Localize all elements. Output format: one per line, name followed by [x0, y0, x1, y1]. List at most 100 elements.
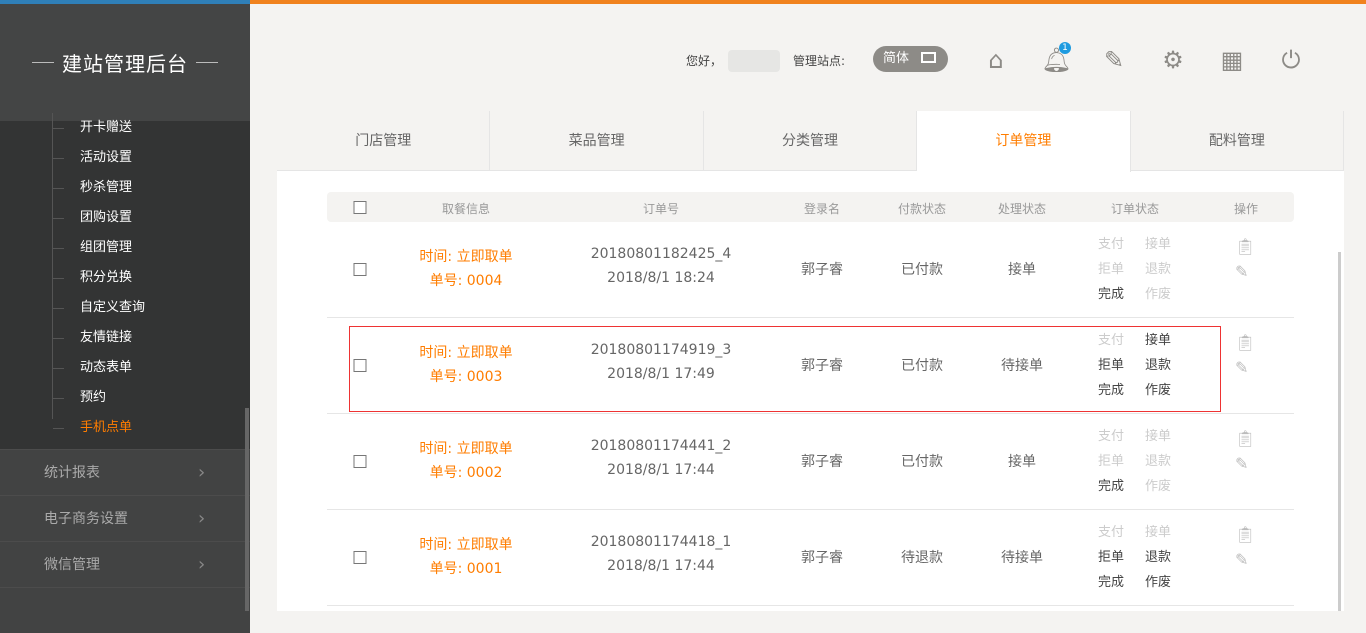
table-header: 取餐信息 订单号 登录名 付款状态 处理状态 订单状态 操作	[327, 192, 1294, 222]
clipboard-icon[interactable]: 📋︎	[1235, 525, 1256, 544]
sidebar-menu-label: 电子商务设置	[44, 511, 128, 527]
sidebar-menu-item[interactable]: 统计报表 ›	[0, 449, 250, 495]
order-action-完成[interactable]: 完成	[1098, 479, 1125, 494]
clipboard-icon[interactable]: 📋︎	[1235, 333, 1256, 352]
payment-status: 待退款	[901, 550, 943, 566]
sidebar-subitem[interactable]: 友情链接	[53, 323, 250, 353]
top-accent-bar	[0, 0, 1366, 4]
grid-icon[interactable]: ▦	[1220, 46, 1244, 74]
process-status: 接单	[1008, 454, 1036, 470]
clipboard-icon[interactable]: 📋︎	[1235, 429, 1256, 448]
pickup-time: 时间: 立即取单	[419, 441, 513, 457]
sidebar-subitem[interactable]: 开卡赠送	[53, 113, 250, 143]
order-action-拒单[interactable]: 拒单	[1098, 358, 1125, 373]
payment-status: 已付款	[901, 262, 943, 278]
sidebar-subitem[interactable]: 活动设置	[53, 143, 250, 173]
process-status: 待接单	[1001, 358, 1043, 374]
edit-icon[interactable]: ✎	[1235, 454, 1249, 473]
column-header: 处理状态	[997, 202, 1047, 216]
table-row: 时间: 立即取单 单号: 0002 20180801174441_2 2018/8/1…	[327, 414, 1294, 510]
sidebar-subitem[interactable]: 手机点单	[53, 413, 250, 443]
tab[interactable]: 门店管理	[277, 111, 491, 170]
power-icon[interactable]: ⏻	[1281, 46, 1301, 74]
column-header: 登录名	[803, 202, 841, 216]
highlight-box	[349, 326, 1221, 412]
tab-bar: 门店管理 菜品管理 分类管理 订单管理 配料管理	[277, 111, 1345, 172]
login-name: 郭子睿	[801, 454, 843, 470]
chevron-right-icon: ›	[198, 462, 206, 483]
site-label: 管理站点:	[793, 54, 846, 68]
content-panel: 门店管理 菜品管理 分类管理 订单管理 配料管理 取餐信息 订单号 登录名 付款状态 处理状态 订…	[277, 111, 1345, 611]
sidebar-menu-label: 微信管理	[44, 557, 100, 573]
sidebar-subitem[interactable]: 团购设置	[53, 203, 250, 233]
order-action-接单[interactable]: 接单	[1145, 333, 1172, 348]
row-checkbox[interactable]	[353, 359, 367, 372]
row-checkbox[interactable]	[353, 263, 367, 276]
pickup-time: 时间: 立即取单	[419, 249, 513, 265]
order-action-完成[interactable]: 完成	[1098, 575, 1125, 590]
order-action-支付: 支付	[1098, 333, 1125, 348]
monitor-icon	[921, 52, 936, 63]
order-action-作废[interactable]: 作废	[1145, 383, 1172, 398]
order-action-退款: 退款	[1145, 262, 1172, 277]
clipboard-icon[interactable]: 📋︎	[1235, 237, 1256, 256]
order-action-完成[interactable]: 完成	[1098, 383, 1125, 398]
home-icon[interactable]: ⌂	[988, 46, 1004, 74]
edit-icon[interactable]: ✎	[1235, 358, 1249, 377]
order-action-退款: 退款	[1145, 454, 1172, 469]
sidebar-subitem[interactable]: 秒杀管理	[53, 173, 250, 203]
pickup-number: 单号: 0004	[429, 273, 503, 289]
sidebar-subitem[interactable]: 预约	[53, 383, 250, 413]
order-action-支付: 支付	[1098, 525, 1125, 540]
tab[interactable]: 配料管理	[1131, 111, 1345, 170]
order-number: 20180801174919_3	[590, 342, 732, 358]
chevron-right-icon: ›	[198, 554, 206, 575]
sidebar-subitem[interactable]: 组团管理	[53, 233, 250, 263]
row-checkbox[interactable]	[353, 551, 367, 564]
sidebar-menu-item[interactable]: 微信管理 ›	[0, 541, 250, 587]
sidebar-subitem[interactable]: 动态表单	[53, 353, 250, 383]
column-header: 订单状态	[1110, 202, 1160, 216]
app-title: 建站管理后台	[62, 52, 188, 76]
order-action-作废[interactable]: 作废	[1145, 575, 1172, 590]
edit-icon[interactable]: ✎	[1235, 550, 1249, 569]
gear-icon[interactable]: ⚙	[1162, 46, 1184, 74]
order-action-接单: 接单	[1145, 237, 1172, 252]
sidebar-menu-item[interactable]	[0, 587, 250, 633]
row-checkbox[interactable]	[353, 455, 367, 468]
order-action-作废: 作废	[1145, 287, 1172, 302]
sidebar-scrollbar[interactable]	[245, 408, 249, 611]
order-action-拒单[interactable]: 拒单	[1098, 550, 1125, 565]
tab[interactable]: 订单管理	[917, 111, 1131, 172]
panel-scrollbar[interactable]	[1338, 252, 1341, 611]
sidebar-menu-label: 统计报表	[44, 465, 100, 481]
pickup-time: 时间: 立即取单	[419, 345, 513, 361]
table-row: 时间: 立即取单 单号: 0004 20180801182425_4 2018/8/1…	[327, 222, 1294, 318]
order-action-完成[interactable]: 完成	[1098, 287, 1125, 302]
sidebar-subitem[interactable]: 积分兑换	[53, 263, 250, 293]
language-switch-button[interactable]: 简体	[873, 46, 948, 72]
column-header: 取餐信息	[441, 202, 491, 216]
tab[interactable]: 分类管理	[704, 111, 918, 170]
notification-badge: 1	[1059, 42, 1071, 54]
sidebar-subitem[interactable]: 自定义查询	[53, 293, 250, 323]
order-number: 20180801174418_1	[590, 534, 732, 550]
edit-icon[interactable]: ✎	[1103, 46, 1125, 74]
header: 您好， 管理站点: 简体 ⌂ 🔔︎ 1 ✎ ⚙ ▦ ⏻	[250, 4, 1366, 104]
sidebar-logo: 建站管理后台	[0, 4, 250, 121]
column-header: 订单号	[642, 202, 680, 216]
table-row: 时间: 立即取单 单号: 0003 20180801174919_3 2018/8/1…	[327, 318, 1294, 414]
edit-icon[interactable]: ✎	[1235, 262, 1249, 281]
greeting: 您好，	[686, 54, 723, 68]
order-action-退款[interactable]: 退款	[1145, 358, 1172, 373]
sidebar-menu-item[interactable]: 电子商务设置 ›	[0, 495, 250, 541]
bell-icon[interactable]: 🔔︎ 1	[1041, 42, 1072, 74]
order-action-退款[interactable]: 退款	[1145, 550, 1172, 565]
username-blurred	[728, 50, 780, 72]
tab[interactable]: 菜品管理	[490, 111, 704, 170]
order-date: 2018/8/1 17:49	[607, 366, 715, 382]
select-all-checkbox[interactable]	[353, 201, 367, 214]
pickup-time: 时间: 立即取单	[419, 537, 513, 553]
language-label: 简体	[883, 51, 910, 66]
order-date: 2018/8/1 18:24	[607, 270, 715, 286]
